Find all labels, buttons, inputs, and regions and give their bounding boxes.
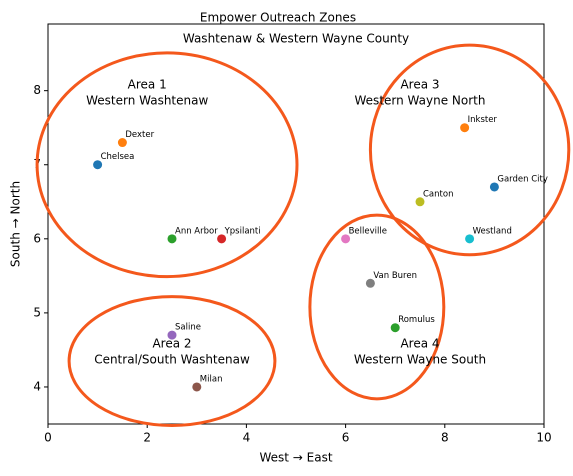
point [341, 234, 351, 244]
point-label: Chelsea [101, 152, 135, 162]
point [117, 138, 127, 148]
point-label: Ypsilanti [224, 226, 261, 236]
zone-label: Western Wayne North [355, 93, 486, 107]
zone-label: Western Wayne South [354, 353, 486, 367]
point-label: Westland [473, 226, 512, 236]
zone-ellipse [67, 295, 277, 427]
x-tick-label: 6 [342, 431, 350, 445]
point-label: Milan [200, 374, 223, 384]
zone-label: Area 3 [400, 77, 439, 91]
y-axis-label: South → North [9, 181, 23, 267]
y-tick-label: 4 [33, 379, 41, 393]
point [415, 197, 425, 207]
point [192, 382, 202, 392]
point [93, 160, 103, 170]
point [460, 123, 470, 133]
point-label: Ann Arbor [175, 226, 218, 236]
zone-label: Central/South Washtenaw [94, 353, 250, 367]
chart-title: Empower Outreach Zones [200, 11, 356, 25]
zone-label: Area 1 [128, 77, 167, 91]
x-axis-label: West → East [259, 451, 332, 465]
x-tick-label: 4 [243, 431, 251, 445]
x-tick-label: 2 [143, 431, 151, 445]
point-label: Dexter [125, 130, 154, 140]
point [390, 323, 400, 333]
y-tick-label: 8 [33, 83, 41, 97]
point [365, 278, 375, 288]
x-tick-label: 10 [536, 431, 551, 445]
zone-ellipse [308, 213, 446, 401]
y-tick-label: 5 [33, 305, 41, 319]
zone-ellipse [368, 43, 571, 257]
point [167, 234, 177, 244]
point [167, 330, 177, 340]
point-label: Canton [423, 189, 453, 199]
plot-frame [47, 23, 545, 425]
point [217, 234, 227, 244]
chart-subtitle: Washtenaw & Western Wayne County [183, 32, 409, 46]
point-label: Saline [175, 323, 201, 333]
x-tick-label: 8 [441, 431, 449, 445]
zone-label: Area 2 [152, 337, 191, 351]
point [489, 182, 499, 192]
zone-label: Western Washtenaw [86, 93, 208, 107]
zone-ellipse [35, 51, 299, 279]
point-label: Garden City [497, 174, 548, 184]
point-label: Belleville [349, 226, 387, 236]
y-tick-label: 6 [33, 231, 41, 245]
zone-label: Area 4 [400, 337, 439, 351]
point-label: Van Buren [373, 271, 417, 281]
x-tick-label: 0 [44, 431, 52, 445]
point-label: Romulus [398, 315, 435, 325]
point-label: Inkster [468, 115, 498, 125]
point [465, 234, 475, 244]
